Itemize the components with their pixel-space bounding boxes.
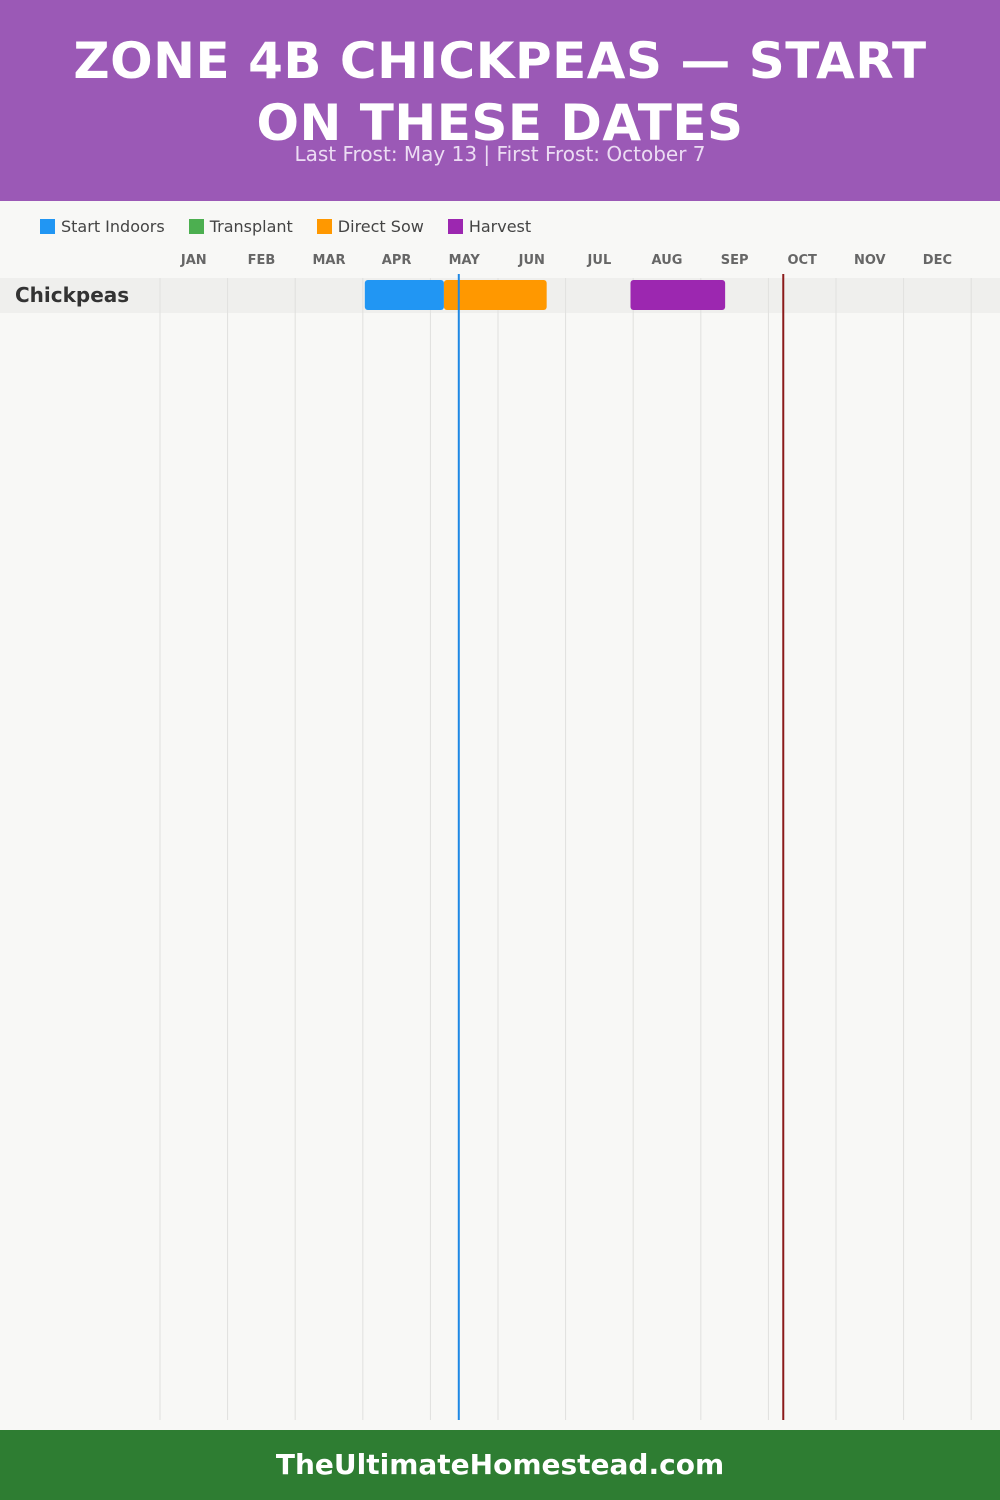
legend-swatch-harvest (447, 218, 463, 234)
bar-direct-sow (443, 280, 547, 310)
legend-label: Harvest (468, 216, 532, 236)
legend-label: Direct Sow (337, 216, 424, 236)
month-label: APR (382, 253, 412, 268)
month-label: MAR (312, 253, 345, 268)
frost-dates-subtitle: Last Frost: May 13 | First Frost: Octobe… (294, 142, 706, 166)
footer-banner: TheUltimateHomestead.com (0, 1430, 1000, 1500)
month-label: OCT (787, 253, 817, 268)
legend-label: Start Indoors (61, 216, 165, 236)
month-label: MAY (449, 253, 481, 268)
legend-item-harvest: Harvest (447, 216, 532, 236)
site-link[interactable]: TheUltimateHomestead.com (275, 1448, 725, 1481)
month-label: DEC (923, 253, 952, 268)
month-label: JUN (518, 253, 545, 268)
month-label: FEB (248, 253, 276, 268)
bar-start-indoors (364, 280, 444, 310)
planting-calendar-chart: JAN FEB MAR APR MAY JUN JUL AUG SEP OCT NOV DEC Chic… (0, 253, 1000, 1420)
crop-label: Chickpeas (15, 283, 129, 307)
month-label: JAN (180, 253, 207, 268)
header-banner: ZONE 4B CHICKPEAS — START ON THESE DATES… (0, 0, 1000, 201)
month-label: JUL (587, 253, 612, 268)
legend-item-start-indoors: Start Indoors (40, 217, 165, 236)
page-title: ZONE 4B CHICKPEAS — START ON THESE DATES (73, 32, 927, 152)
legend: Start Indoors Transplant Direct Sow Harv… (40, 214, 531, 238)
legend-item-transplant: Transplant (188, 216, 293, 236)
legend-swatch-start-indoors (40, 218, 55, 234)
legend-label: Transplant (209, 216, 293, 236)
month-label: AUG (652, 253, 683, 268)
month-label: SEP (721, 253, 749, 268)
month-label: NOV (854, 253, 886, 268)
bar-harvest (630, 280, 726, 310)
legend-swatch-transplant (188, 218, 204, 234)
legend-item-direct-sow: Direct Sow (316, 216, 424, 236)
legend-swatch-direct-sow (316, 218, 332, 234)
